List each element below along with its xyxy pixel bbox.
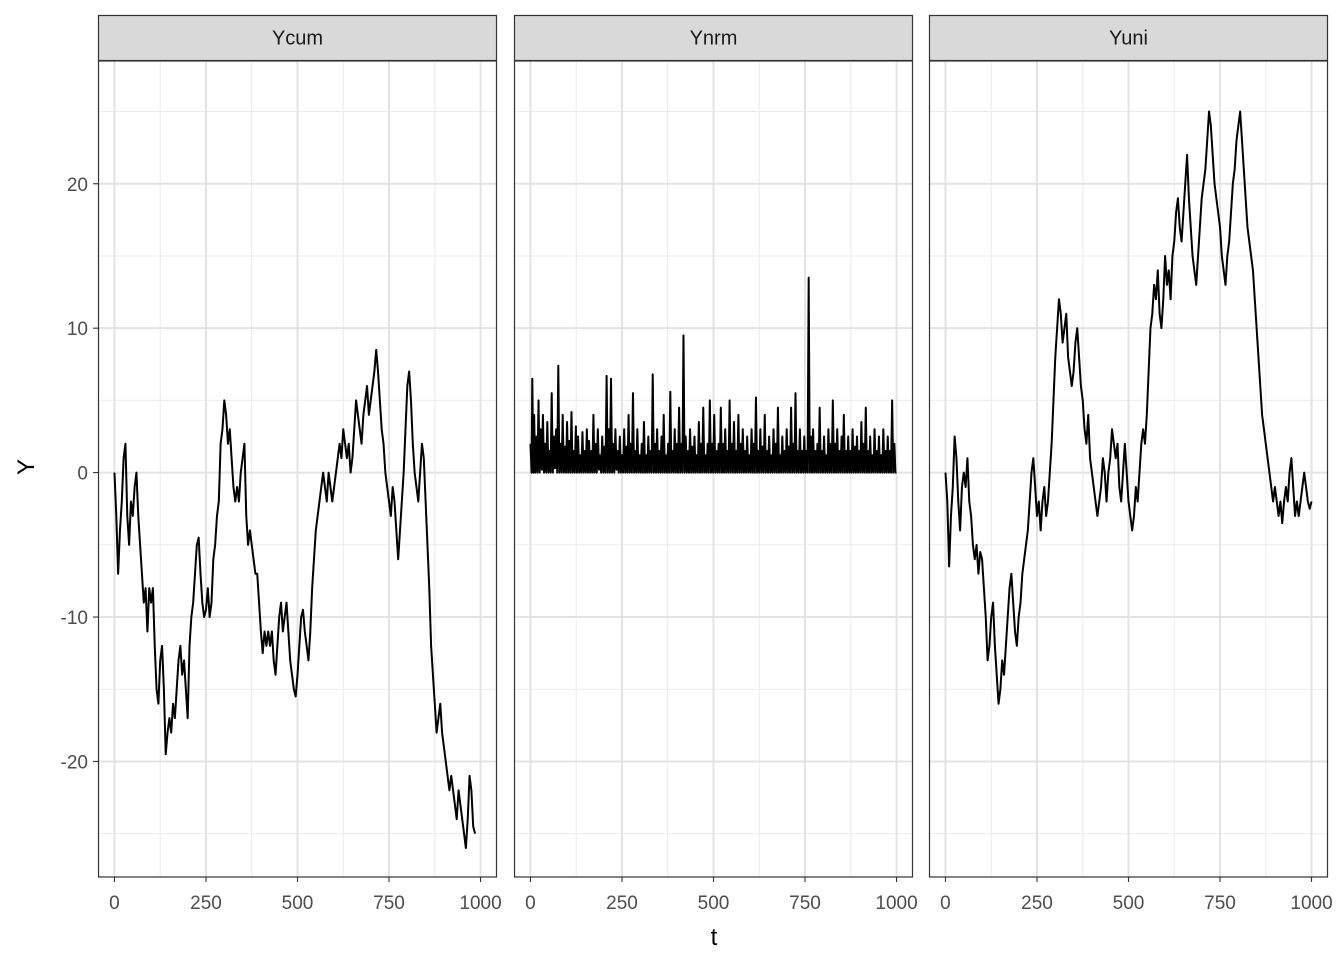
y-tick-label: 20: [67, 175, 88, 196]
x-tick-label: 0: [940, 893, 951, 914]
y-axis: -20 -10 0 10 20: [61, 175, 98, 773]
x-tick-label: 750: [1204, 893, 1236, 914]
x-tick-label: 1000: [1290, 893, 1332, 914]
y-tick-label: 10: [67, 319, 88, 340]
x-tick-label: 0: [109, 893, 120, 914]
facet-panel-ycum: Ycum 0 250 500 750 1000: [97, 14, 502, 914]
x-tick-label: 250: [190, 893, 222, 914]
x-tick-label: 250: [606, 893, 638, 914]
facet-panel-ynrm: Ynrm 0 250 500 750 1000: [513, 14, 918, 914]
x-tick-label: 500: [1113, 893, 1145, 914]
facet-panel-yuni: Yuni 0 250 500 750 1000: [928, 14, 1333, 914]
series-line-yuni: [944, 110, 1313, 705]
x-tick-label: 750: [373, 893, 405, 914]
facet-strip-label: Ynrm: [690, 28, 738, 50]
x-axis-title: t: [711, 924, 718, 951]
x-tick-label: 500: [282, 893, 314, 914]
y-tick-label: 0: [77, 464, 88, 485]
x-tick-label: 1000: [459, 893, 501, 914]
series-line-ynrm: [529, 276, 897, 474]
plot-area: -20 -10 0 10 20 Ycum 0 250 500 750 1000 Ynrm 0 250 50…: [61, 14, 1333, 914]
x-tick-label: 750: [789, 893, 821, 914]
facet-strip: [513, 14, 914, 62]
x-tick-label: 250: [1021, 893, 1053, 914]
y-axis-title: Y: [13, 459, 40, 475]
facet-strip-label: Yuni: [1109, 28, 1148, 50]
x-tick-label: 0: [525, 893, 536, 914]
facet-strip: [928, 14, 1329, 62]
y-tick-label: -10: [61, 608, 88, 629]
x-tick-label: 500: [698, 893, 730, 914]
x-tick-label: 1000: [875, 893, 917, 914]
series-line-ycum: [113, 348, 477, 850]
y-tick-label: -20: [61, 752, 88, 773]
facet-strip-label: Ycum: [272, 28, 323, 50]
facet-strip: [97, 14, 498, 62]
y-tick-labels: -20 -10 0 10 20: [61, 175, 98, 773]
